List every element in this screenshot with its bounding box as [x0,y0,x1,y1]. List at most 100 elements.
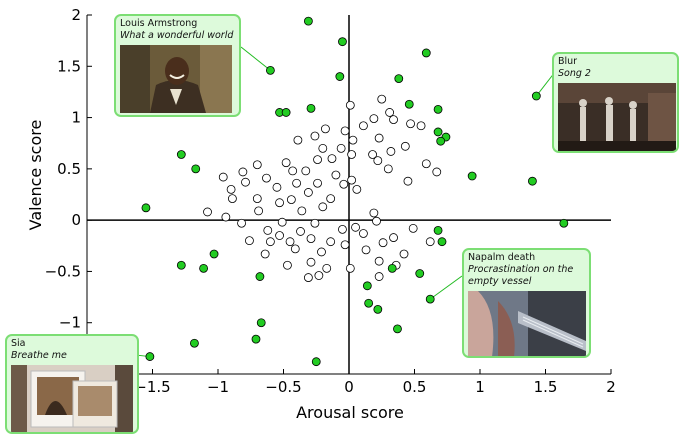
data-point [348,135,358,145]
data-point [326,237,336,247]
highlighted-data-point [364,298,374,308]
data-point [347,175,357,185]
card-artist-label: Sia [11,338,26,349]
data-point [327,154,337,164]
data-point [263,225,273,235]
data-point [361,245,371,255]
data-point [314,271,324,280]
data-point [285,237,295,247]
card-artist-label: Louis Armstrong [120,18,198,29]
card-artist-label: Blur [558,56,578,67]
annotation-card-louis-armstrong: Louis Armstrong What a wonderful world [114,14,241,117]
data-point [303,188,313,197]
highlighted-data-point [373,304,383,314]
x-tick-label: 2 [606,378,616,396]
data-point [389,233,398,242]
highlighted-data-point [265,65,275,75]
data-point [336,143,346,153]
y-tick-label: 1 [71,109,81,127]
data-point [383,164,393,174]
data-point [283,260,292,270]
tick-marks: −1.5−1−0.500.511.52−1.5−1−0.500.511.52 [45,6,616,396]
annotation-card-blur: Blur Song 2 [552,52,679,153]
data-point [432,167,442,177]
highlighted-data-point [387,263,397,273]
card-song-label: Song 2 [558,68,591,79]
data-point [265,237,275,247]
highlighted-data-point [531,91,541,101]
data-point [378,238,388,248]
highlighted-data-point [199,263,208,273]
y-tick-label: −1 [59,314,81,332]
data-point [372,216,381,226]
x-tick-label: −1.5 [134,378,170,396]
data-point [260,249,270,259]
data-point [296,227,305,236]
data-point [292,178,302,188]
data-point [317,247,326,257]
data-point [221,212,231,222]
data-point [218,172,228,182]
highlighted-data-point [190,338,199,348]
data-point [377,94,387,104]
highlighted-data-point [338,37,347,47]
data-point [226,184,236,194]
highlighted-data-point [176,260,186,270]
data-point [340,126,350,136]
highlighted-data-point [191,164,201,174]
data-point [369,208,379,218]
axes [86,15,611,375]
data-point [374,272,384,281]
data-point [281,158,291,168]
highlighted-data-point [559,218,569,228]
data-point [310,131,320,141]
data-point [286,195,296,205]
data-point [237,218,246,228]
video-thumbnail-icon [11,365,133,432]
data-point [245,236,254,246]
highlighted-data-point [433,225,443,235]
highlighted-data-point [433,104,443,114]
data-point [399,249,409,259]
data-point [374,133,384,143]
y-axis-label: Valence score [26,120,45,231]
highlighted-data-point [425,294,435,304]
data-point [345,263,355,273]
highlighted-data-point [256,318,266,328]
highlighted-data-point [281,108,291,117]
data-point [385,108,395,117]
x-tick-label: 1 [475,378,485,396]
card-artist-label: Napalm death [468,252,536,263]
highlighted-data-point [255,272,265,281]
video-thumbnail-icon [120,45,232,113]
card-song-label: Breathe me [11,350,67,361]
data-point [425,237,435,247]
card-song-label: What a wonderful world [120,30,234,41]
data-point [306,257,316,267]
data-point [339,179,349,189]
highlighted-data-point [421,48,431,58]
data-point [421,159,431,169]
data-point [252,160,262,170]
highlighted-data-point [145,352,155,361]
data-point [331,170,341,180]
data-point [318,143,328,153]
data-point [277,217,287,227]
data-point [374,256,384,266]
card-song-label: Procrastination on the empty vessel [468,264,574,287]
data-point [338,224,347,234]
data-point [359,229,368,238]
data-point [306,234,316,244]
highlighted-data-point [404,99,414,109]
highlighted-data-point [436,136,446,146]
highlighted-data-point [176,150,186,159]
highlighted-data-point [528,176,537,186]
data-point [406,119,415,129]
data-point [288,166,298,176]
highlighted-data-point [394,74,404,83]
data-point [303,273,313,282]
highlighted-data-point [433,127,443,137]
highlighted-data-point [141,203,151,213]
y-tick-label: 2 [71,6,81,24]
highlighted-data-point [437,237,447,247]
